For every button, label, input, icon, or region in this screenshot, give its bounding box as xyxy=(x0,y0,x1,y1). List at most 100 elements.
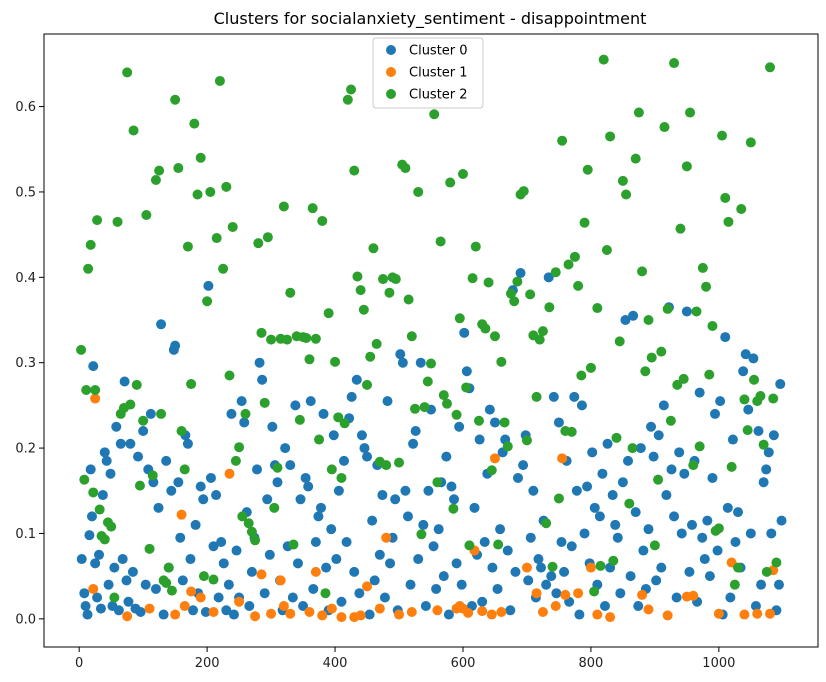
data-point xyxy=(550,601,561,612)
data-point xyxy=(659,122,670,133)
data-point xyxy=(749,374,760,385)
data-point xyxy=(205,472,216,483)
data-point xyxy=(543,272,554,283)
data-point xyxy=(502,545,513,556)
y-tick-label: 0.5 xyxy=(15,185,36,200)
data-point xyxy=(234,596,245,607)
data-point xyxy=(513,472,523,483)
data-point xyxy=(267,421,278,432)
data-point xyxy=(423,485,434,496)
data-point xyxy=(686,519,697,530)
data-point xyxy=(94,549,105,560)
data-point xyxy=(188,605,199,616)
data-point xyxy=(310,536,321,547)
data-point xyxy=(294,414,305,425)
data-point xyxy=(406,607,417,617)
data-point xyxy=(451,409,462,420)
data-point xyxy=(390,274,401,285)
data-point xyxy=(101,455,112,466)
data-point xyxy=(433,524,444,535)
data-point xyxy=(282,334,293,345)
data-point xyxy=(607,490,618,501)
data-point xyxy=(119,376,130,387)
data-point xyxy=(230,455,241,466)
data-point xyxy=(431,583,442,594)
data-point xyxy=(156,408,167,419)
data-point xyxy=(200,607,211,617)
data-point xyxy=(186,379,197,390)
data-point xyxy=(729,579,740,590)
data-point xyxy=(298,601,309,612)
data-point xyxy=(685,107,696,118)
data-point xyxy=(336,472,347,483)
data-point xyxy=(671,592,682,603)
data-point xyxy=(418,519,429,530)
data-point xyxy=(76,554,87,565)
data-point xyxy=(121,575,132,586)
data-point xyxy=(633,107,644,118)
data-point xyxy=(419,402,430,413)
data-point xyxy=(477,606,488,617)
data-point xyxy=(253,238,264,249)
data-point xyxy=(355,610,366,621)
data-point xyxy=(470,241,481,252)
data-point xyxy=(84,530,95,541)
data-point xyxy=(627,443,638,454)
data-point xyxy=(221,181,232,192)
data-point xyxy=(598,54,609,65)
data-point xyxy=(582,164,593,175)
data-point xyxy=(295,494,306,505)
data-point xyxy=(99,534,110,545)
legend-marker xyxy=(386,89,396,99)
y-tick-label: 0.2 xyxy=(15,442,36,457)
data-point xyxy=(138,426,149,436)
data-point xyxy=(264,549,275,560)
data-point xyxy=(287,592,298,603)
legend-label: Cluster 2 xyxy=(409,88,468,103)
data-point xyxy=(541,518,552,529)
data-point xyxy=(745,137,756,148)
data-point xyxy=(658,400,669,411)
data-point xyxy=(272,477,283,488)
data-point xyxy=(369,575,380,586)
data-point xyxy=(630,507,641,518)
data-point xyxy=(272,462,283,473)
data-point xyxy=(90,558,101,569)
data-point xyxy=(573,588,584,599)
data-point xyxy=(323,308,334,319)
data-point xyxy=(761,566,772,577)
data-point xyxy=(736,204,747,215)
x-tick-label: 1000 xyxy=(702,656,735,671)
data-point xyxy=(758,439,769,450)
data-point xyxy=(637,266,648,277)
data-point xyxy=(486,465,497,476)
data-point xyxy=(531,588,542,599)
data-point xyxy=(266,608,277,619)
data-point xyxy=(617,477,628,488)
data-point xyxy=(163,562,174,573)
data-point xyxy=(362,451,373,462)
data-point xyxy=(234,442,245,453)
data-point xyxy=(740,349,751,360)
data-point xyxy=(189,118,200,129)
data-point xyxy=(733,562,744,573)
data-point xyxy=(541,579,552,590)
data-point xyxy=(362,379,373,390)
data-point xyxy=(589,502,600,513)
data-point xyxy=(537,326,548,337)
data-point xyxy=(521,435,532,446)
data-point xyxy=(362,581,373,592)
data-point xyxy=(428,541,439,552)
data-point xyxy=(509,296,520,307)
chart-title: Clusters for socialanxiety_sentiment - d… xyxy=(214,9,647,29)
x-tick-label: 600 xyxy=(451,656,476,671)
data-point xyxy=(662,303,673,314)
data-point xyxy=(236,396,247,407)
data-point xyxy=(533,554,544,565)
data-point xyxy=(420,601,431,612)
data-point xyxy=(699,554,710,565)
data-point xyxy=(92,592,103,603)
data-point xyxy=(141,210,152,220)
data-point xyxy=(467,273,478,284)
data-point xyxy=(763,447,774,458)
